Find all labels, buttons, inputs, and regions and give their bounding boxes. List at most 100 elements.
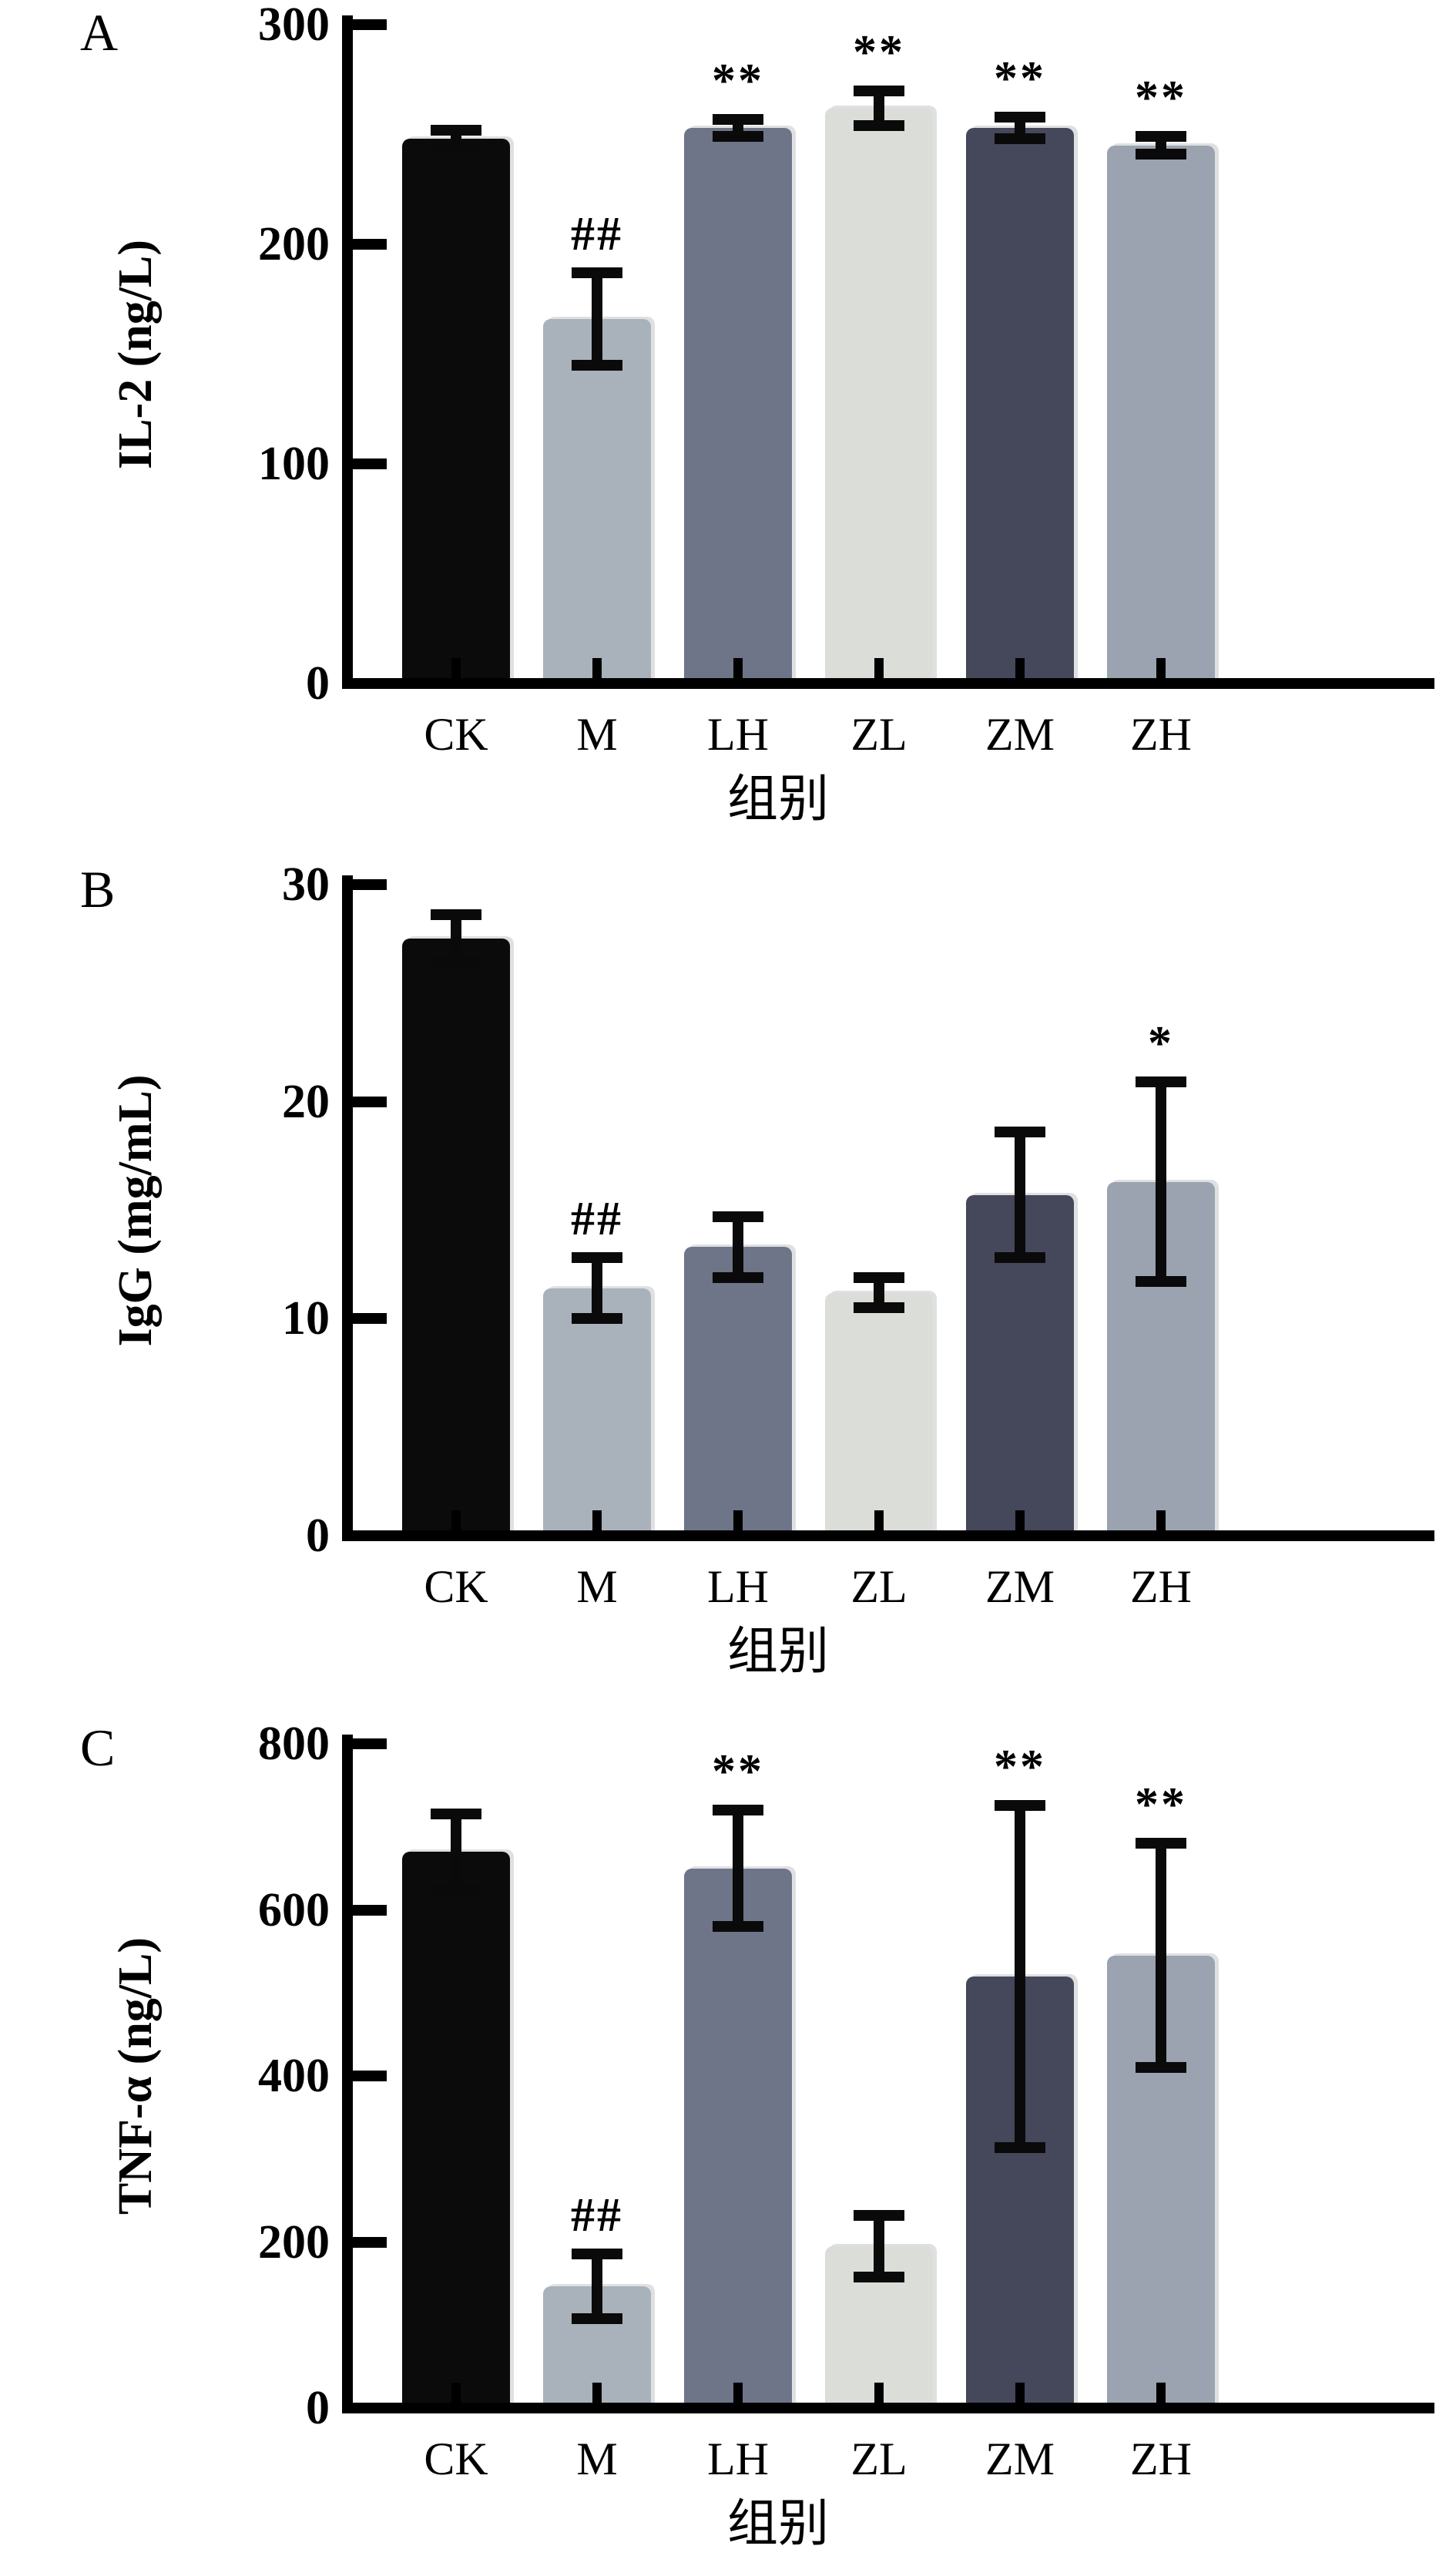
error-cap-top (431, 124, 481, 136)
significance-label: ** (712, 1745, 764, 1799)
y-axis-title: IL-2 (ng/L) (109, 239, 162, 469)
error-cap-top (1136, 131, 1186, 143)
error-bar (733, 1216, 743, 1278)
bar-m (543, 1288, 651, 1536)
error-cap-top (854, 2210, 904, 2222)
error-cap-bottom (1136, 1276, 1186, 1288)
y-tick (353, 879, 387, 890)
x-axis-title: 组别 (727, 2496, 829, 2552)
x-category-label: ZM (985, 2433, 1055, 2484)
error-cap-bottom (572, 359, 622, 371)
error-bar (874, 2215, 884, 2277)
significance-label: ** (1135, 72, 1187, 125)
x-axis-title: 组别 (727, 1624, 829, 1680)
bar-zh (1107, 145, 1215, 684)
panel-letter: B (80, 860, 116, 919)
error-bar (1015, 1132, 1025, 1258)
error-cap-top (431, 909, 481, 921)
y-tick (353, 458, 387, 469)
error-bar (592, 2253, 602, 2319)
bar-m (543, 2286, 651, 2408)
bar-ck (402, 139, 510, 684)
x-category-label: LH (707, 709, 769, 760)
error-cap-bottom (431, 1884, 481, 1896)
x-axis-line (342, 2403, 1434, 2413)
error-bar (592, 1258, 602, 1319)
x-tick (1015, 2383, 1025, 2403)
error-bar (874, 1277, 884, 1308)
y-tick-label: 200 (258, 2215, 330, 2269)
error-bar (1156, 136, 1166, 155)
x-tick (451, 1510, 461, 1530)
y-tick (353, 1313, 387, 1325)
error-bar (1156, 1082, 1166, 1282)
error-cap-bottom (995, 1252, 1045, 1264)
y-tick-label: 0 (306, 657, 330, 710)
panel-letter: C (80, 1718, 116, 1777)
y-tick-label: 100 (258, 438, 330, 490)
x-tick (1015, 658, 1025, 678)
error-cap-bottom (572, 2312, 622, 2324)
bar-zm (966, 1194, 1074, 1536)
y-tick (353, 1738, 387, 1749)
error-bar (451, 1813, 461, 1890)
bar-ck (402, 939, 510, 1536)
error-cap-top (713, 1805, 763, 1816)
x-category-label: CK (424, 709, 488, 760)
bar-zm (966, 127, 1074, 684)
x-tick (451, 2383, 461, 2403)
x-tick (874, 658, 884, 678)
bar-zl (825, 108, 933, 684)
bar-ck (402, 1852, 510, 2408)
error-cap-bottom (995, 133, 1045, 145)
panel-letter: A (80, 3, 119, 62)
significance-label: ** (712, 54, 764, 107)
error-bar (451, 915, 461, 963)
x-category-label: ZL (850, 2433, 907, 2484)
bar-lh (684, 127, 792, 684)
x-tick (733, 2383, 743, 2403)
x-category-label: CK (424, 1561, 488, 1612)
error-cap-top (431, 1808, 481, 1819)
x-category-label: M (576, 709, 618, 760)
error-cap-bottom (431, 142, 481, 153)
significance-label: ## (571, 208, 623, 261)
error-cap-top (572, 2248, 622, 2259)
y-tick (353, 2236, 387, 2248)
significance-label: * (1148, 1017, 1174, 1070)
error-cap-bottom (431, 957, 481, 969)
y-axis-line (342, 1735, 353, 2413)
error-cap-top (713, 1211, 763, 1222)
y-axis-line (342, 875, 353, 1541)
x-category-label: ZL (850, 1561, 907, 1612)
error-cap-top (854, 1271, 904, 1283)
error-bar (1156, 1843, 1166, 2068)
y-tick-label: 30 (282, 858, 330, 911)
x-category-label: ZH (1130, 2433, 1192, 2484)
y-tick (353, 19, 387, 30)
x-axis-title: 组别 (727, 771, 829, 828)
error-cap-top (995, 1799, 1045, 1811)
x-tick (733, 1510, 743, 1530)
significance-label: ## (571, 2188, 623, 2242)
bar-zh (1107, 1181, 1215, 1536)
error-cap-bottom (854, 1302, 904, 1314)
y-tick (353, 1096, 387, 1107)
x-axis-line (342, 678, 1434, 689)
x-category-label: ZM (985, 1561, 1055, 1612)
error-cap-top (995, 111, 1045, 123)
error-cap-bottom (572, 1313, 622, 1325)
x-tick (874, 2383, 884, 2403)
significance-label: ## (571, 1193, 623, 1246)
error-cap-bottom (854, 120, 904, 132)
error-cap-top (1136, 1076, 1186, 1088)
error-cap-bottom (713, 1921, 763, 1933)
y-tick-label: 0 (306, 2382, 330, 2434)
error-cap-top (713, 113, 763, 125)
y-tick-label: 0 (306, 1510, 330, 1562)
x-category-label: ZM (985, 709, 1055, 760)
error-bar (1015, 116, 1025, 139)
bar-zm (966, 1976, 1074, 2408)
